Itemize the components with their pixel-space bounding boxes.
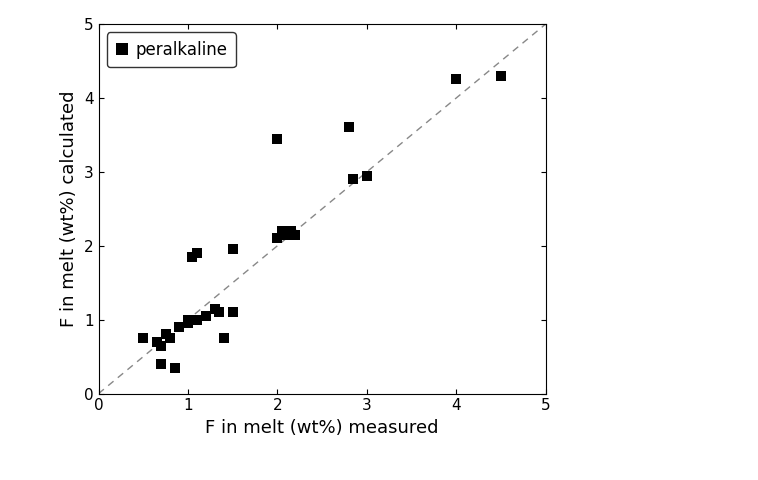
Point [290, 231, 302, 239]
X-axis label: F in melt (wt%) measured: F in melt (wt%) measured [205, 419, 439, 437]
Point [495, 72, 507, 80]
Point [186, 253, 199, 261]
Point [347, 175, 359, 183]
Point [168, 364, 180, 372]
Point [159, 331, 171, 338]
Point [271, 135, 283, 143]
Point [137, 335, 149, 342]
Point [155, 342, 168, 349]
Point [155, 360, 168, 368]
Point [208, 305, 221, 312]
Point [151, 338, 163, 346]
Point [276, 227, 288, 235]
Point [361, 172, 373, 180]
Point [227, 309, 239, 316]
Point [218, 335, 230, 342]
Point [200, 312, 212, 320]
Point [271, 235, 283, 242]
Point [191, 249, 203, 257]
Point [173, 323, 185, 331]
Point [285, 227, 297, 235]
Point [280, 231, 293, 239]
Point [450, 75, 462, 84]
Point [191, 316, 203, 324]
Point [213, 309, 225, 316]
Point [164, 335, 176, 342]
Point [343, 124, 355, 132]
Point [182, 316, 194, 324]
Y-axis label: F in melt (wt%) calculated: F in melt (wt%) calculated [61, 91, 78, 327]
Legend: peralkaline: peralkaline [107, 32, 236, 67]
Point [182, 320, 194, 327]
Point [227, 246, 239, 253]
